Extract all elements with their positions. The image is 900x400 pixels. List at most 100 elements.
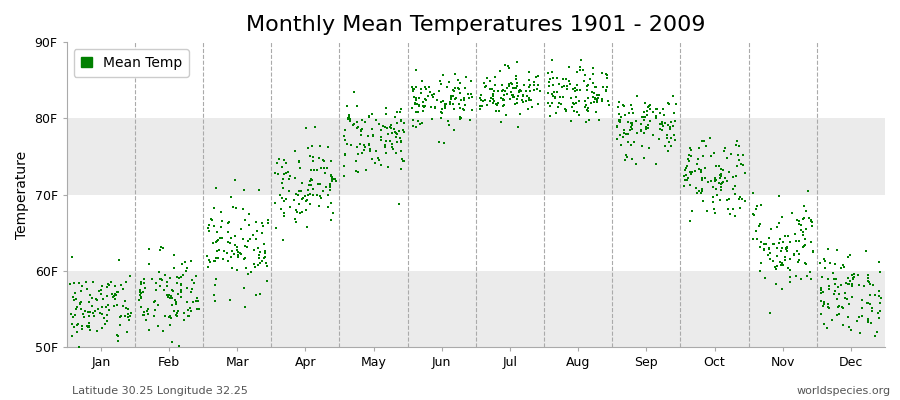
Point	[276, 236, 291, 243]
Point	[504, 80, 518, 86]
Point	[226, 204, 240, 210]
Point	[286, 196, 301, 203]
Point	[321, 192, 336, 198]
Point	[148, 298, 163, 304]
Point	[781, 233, 796, 239]
Point	[272, 155, 286, 162]
Point	[801, 188, 815, 194]
Point	[757, 240, 771, 247]
Point	[223, 234, 238, 241]
Point	[725, 185, 740, 192]
Point	[461, 91, 475, 97]
Point	[184, 289, 198, 296]
Point	[74, 299, 88, 306]
Point	[749, 205, 763, 212]
Point	[238, 255, 253, 261]
Point	[252, 255, 266, 262]
Point	[710, 191, 724, 198]
Point	[796, 229, 810, 236]
Point	[512, 88, 526, 94]
Point	[357, 143, 372, 150]
Point	[140, 311, 155, 317]
Point	[571, 87, 585, 94]
Point	[259, 260, 274, 266]
Point	[569, 100, 583, 107]
Point	[846, 275, 860, 282]
Point	[866, 282, 880, 288]
Point	[518, 82, 532, 88]
Point	[346, 121, 361, 127]
Point	[170, 274, 184, 281]
Point	[783, 239, 797, 245]
Point	[390, 109, 404, 116]
Point	[257, 248, 272, 254]
Point	[700, 208, 715, 214]
Point	[222, 240, 237, 247]
Point	[208, 298, 222, 304]
Point	[692, 144, 706, 151]
Point	[798, 260, 813, 266]
Point	[238, 243, 252, 249]
Point	[792, 221, 806, 228]
Point	[590, 92, 604, 98]
Point	[372, 156, 386, 163]
Point	[491, 99, 505, 106]
Point	[778, 233, 793, 239]
Point	[514, 88, 528, 94]
Point	[167, 297, 182, 304]
Point	[250, 228, 265, 234]
Point	[571, 69, 585, 75]
Point	[521, 106, 535, 112]
Point	[70, 329, 85, 335]
Point	[563, 95, 578, 102]
Point	[694, 169, 708, 176]
Point	[522, 88, 536, 94]
Point	[821, 304, 835, 310]
Point	[289, 207, 303, 214]
Point	[636, 130, 651, 136]
Point	[222, 297, 237, 304]
Point	[406, 88, 420, 94]
Point	[717, 174, 732, 181]
Point	[680, 177, 694, 183]
Point	[341, 114, 356, 121]
Point	[68, 296, 83, 302]
Point	[622, 110, 636, 116]
Point	[324, 158, 338, 165]
Point	[519, 88, 534, 94]
Point	[545, 75, 560, 81]
Point	[567, 101, 581, 107]
Point	[793, 222, 807, 228]
Legend: Mean Temp: Mean Temp	[74, 49, 189, 77]
Point	[715, 180, 729, 186]
Point	[462, 95, 476, 102]
Point	[163, 275, 177, 281]
Point	[137, 308, 151, 315]
Point	[664, 135, 679, 142]
Point	[85, 295, 99, 302]
Point	[533, 88, 547, 95]
Point	[814, 285, 829, 291]
Point	[166, 308, 181, 314]
Point	[176, 317, 191, 324]
Point	[783, 256, 797, 263]
Point	[214, 218, 229, 224]
Point	[518, 98, 533, 104]
Point	[543, 76, 557, 82]
Point	[621, 118, 635, 125]
Point	[433, 78, 447, 85]
Point	[295, 179, 310, 186]
Point	[210, 248, 224, 254]
Point	[241, 222, 256, 228]
Point	[529, 74, 544, 80]
Point	[761, 245, 776, 252]
Point	[590, 99, 605, 105]
Point	[306, 185, 320, 192]
Point	[338, 162, 352, 169]
Point	[661, 148, 675, 155]
Point	[797, 242, 812, 248]
Point	[772, 240, 787, 246]
Point	[572, 98, 587, 104]
Point	[828, 288, 842, 294]
Point	[837, 290, 851, 296]
